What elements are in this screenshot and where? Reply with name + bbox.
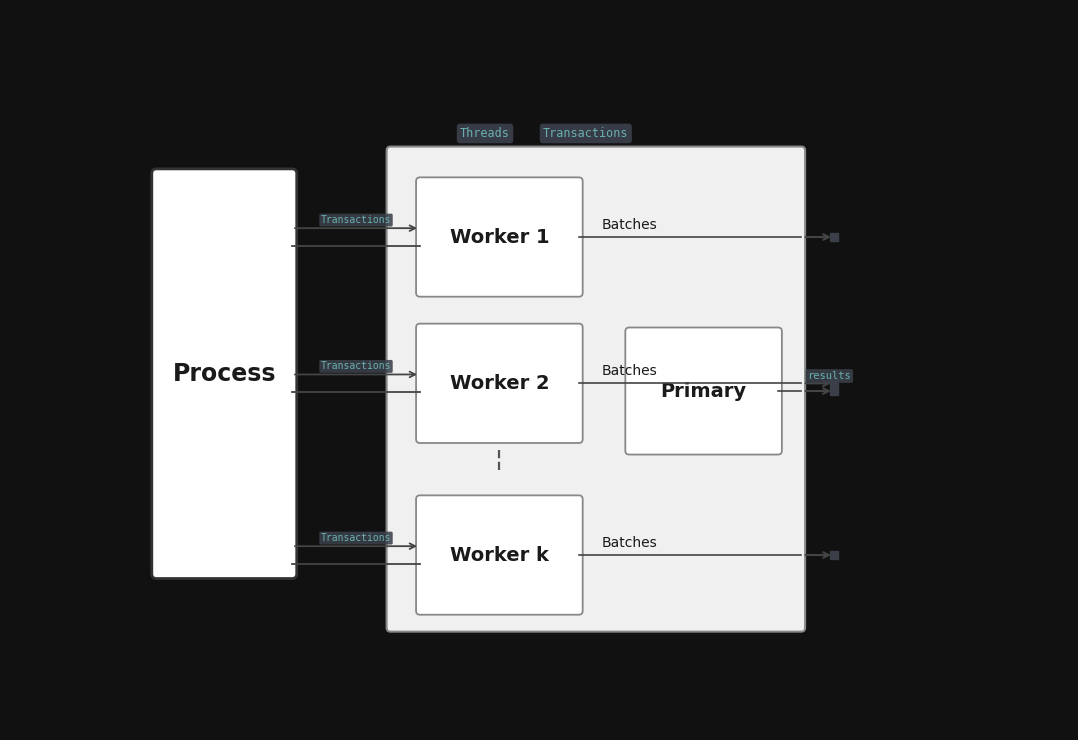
Text: Batches: Batches — [603, 218, 658, 232]
Text: Worker 1: Worker 1 — [450, 227, 549, 246]
Text: Worker k: Worker k — [450, 545, 549, 565]
Text: Primary: Primary — [661, 382, 747, 400]
FancyBboxPatch shape — [387, 147, 805, 632]
Text: Transactions: Transactions — [543, 127, 628, 140]
Text: Transactions: Transactions — [321, 361, 391, 371]
FancyBboxPatch shape — [416, 178, 583, 297]
Text: Transactions: Transactions — [321, 215, 391, 225]
Text: Batches: Batches — [603, 364, 658, 378]
Text: Process: Process — [172, 362, 276, 386]
Text: Worker 2: Worker 2 — [450, 374, 549, 393]
FancyBboxPatch shape — [152, 169, 296, 579]
FancyBboxPatch shape — [625, 328, 782, 454]
Text: results: results — [807, 371, 852, 381]
FancyBboxPatch shape — [416, 495, 583, 615]
FancyBboxPatch shape — [416, 323, 583, 443]
Text: Transactions: Transactions — [321, 533, 391, 543]
Text: Batches: Batches — [603, 536, 658, 550]
Text: Threads: Threads — [460, 127, 510, 140]
